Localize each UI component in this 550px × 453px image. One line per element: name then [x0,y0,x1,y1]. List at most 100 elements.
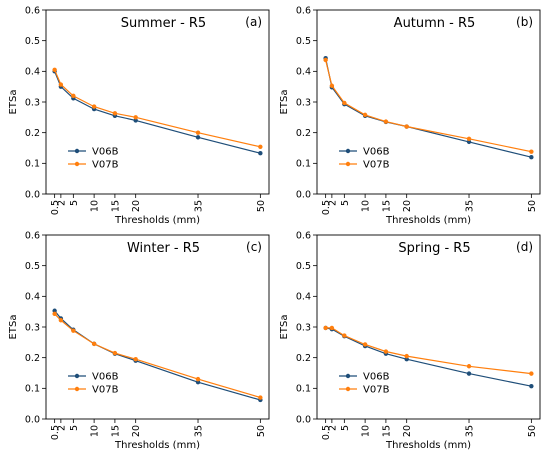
x-axis-label: Thresholds (mm) [114,440,200,451]
y-tick-label: 0.2 [25,353,40,364]
x-tick-label: 5 [340,425,351,431]
y-tick-label: 0.1 [296,159,311,170]
series-line-v06b [54,310,261,401]
legend-marker-v06b [74,373,80,379]
chart-panel-3: 0.00.10.20.30.40.50.60.52 5 10 15 20 35 50Thre… [8,230,270,451]
legend-label-v07b: V07B [363,160,390,171]
series-line-v07b [54,313,261,399]
y-axis-label: ETSa [279,90,290,115]
x-tick-label: 15 [381,200,392,212]
x-tick-label: 35 [194,425,205,437]
data-point-v07b [58,318,64,323]
x-tick-label: 35 [194,200,205,212]
y-tick-label: 0.6 [296,230,311,241]
y-tick-label: 0.5 [25,36,40,47]
y-tick-label: 0.0 [296,414,311,425]
data-point-v07b [404,124,409,129]
x-tick-label: 10 [90,425,101,437]
data-point-v07b [329,83,335,88]
panel-tag: (d) [516,240,533,254]
legend-marker-v06b [345,373,351,379]
data-point-v07b [133,115,138,120]
data-point-v07b [342,100,347,106]
y-tick-label: 0.2 [296,353,311,364]
chart-title: Winter - R5 [127,241,200,256]
x-tick-label: 20 [131,425,142,437]
x-tick-label: 20 [402,425,413,437]
data-point-v06b [466,371,472,376]
legend-label-v06b: V06B [92,372,119,383]
y-tick-label: 0.6 [25,5,40,16]
y-tick-label: 0.3 [25,322,40,333]
x-tick-label: 2 [56,425,67,431]
data-point-v06b [529,383,534,389]
series-line-v06b [325,327,532,387]
data-point-v07b [258,395,263,400]
panel-tag: (c) [246,240,262,254]
x-tick-label: 50 [527,425,538,437]
series-line-v07b [54,69,261,148]
legend-label-v06b: V06B [92,147,119,158]
x-tick-label: 2 [56,200,67,206]
legend-marker-v07b [345,386,351,392]
y-tick-label: 0.4 [296,67,311,78]
legend-marker-v06b [74,148,80,154]
y-tick-label: 0.3 [296,97,311,108]
y-tick-label: 0.1 [25,384,40,395]
data-point-v07b [362,112,368,118]
y-tick-label: 0.4 [25,67,40,78]
data-point-v06b [466,139,472,145]
y-tick-label: 0.2 [296,128,311,139]
data-point-v07b [195,376,201,382]
data-point-v07b [133,357,138,362]
data-point-v07b [323,325,328,331]
data-point-v06b [258,151,263,156]
x-axis-label: Thresholds (mm) [385,440,471,451]
y-tick-label: 0.0 [25,189,40,200]
data-point-v07b [52,67,57,73]
x-tick-label: 10 [90,200,101,212]
x-tick-label: 15 [110,425,121,437]
x-tick-label: 0.5 [50,200,61,215]
data-point-v07b [529,371,534,376]
y-tick-label: 0.2 [25,128,40,139]
data-point-v07b [91,341,97,347]
plot-frame [316,9,541,195]
chart-panel-4: 0.00.10.20.30.40.50.60.52 5 10 15 20 35 50Thre… [279,230,541,451]
data-point-v07b [342,333,347,338]
x-tick-label: 10 [361,425,372,437]
data-point-v07b [71,93,76,99]
x-axis-label: Thresholds (mm) [114,215,200,226]
data-point-v07b [362,342,368,347]
y-tick-label: 0.3 [25,97,40,108]
data-point-v07b [329,325,335,331]
x-tick-label: 20 [402,200,413,212]
legend-marker-v07b [345,161,351,167]
data-point-v06b [195,380,201,385]
data-point-v07b [91,104,97,109]
y-axis-label: ETSa [8,90,19,115]
legend-label-v07b: V07B [363,385,390,396]
x-tick-label: 50 [256,425,267,437]
legend-label-v06b: V06B [363,147,390,158]
x-tick-label: 5 [69,425,80,431]
x-tick-label: 2 [327,425,338,431]
data-point-v07b [466,364,472,369]
x-tick-label: 0.5 [321,425,332,440]
data-point-v07b [404,353,409,359]
legend-marker-v07b [74,386,80,392]
y-tick-label: 0.6 [296,5,311,16]
x-tick-label: 35 [465,200,476,212]
y-tick-label: 0.1 [25,159,40,170]
series-line-v07b [325,59,532,153]
series-line-v06b [325,57,532,158]
x-tick-label: 5 [69,200,80,206]
chart-panel-2: 0.00.10.20.30.40.50.60.52 5 10 15 20 35 50Thre… [279,5,541,226]
legend-label-v07b: V07B [92,160,119,171]
y-tick-label: 0.6 [25,230,40,241]
x-tick-label: 15 [381,425,392,437]
chart-title: Autumn - R5 [394,16,476,31]
chart-title: Summer - R5 [121,16,206,31]
data-point-v06b [133,118,138,123]
